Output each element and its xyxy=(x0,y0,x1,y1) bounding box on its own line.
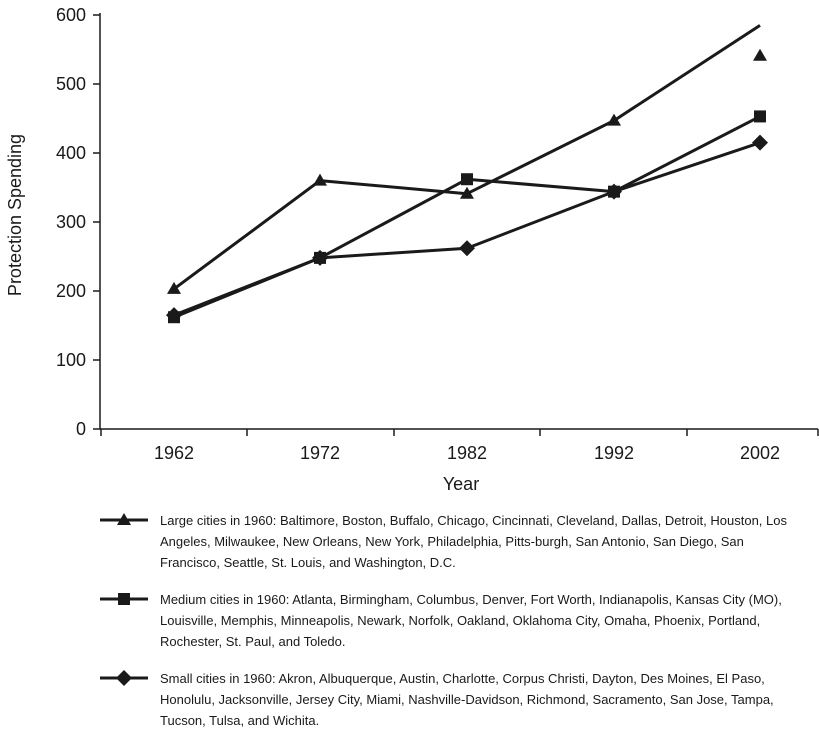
diamond-point xyxy=(752,134,768,151)
diamond-point xyxy=(166,307,182,324)
series-line-large-extension xyxy=(613,24,761,122)
legend-entry-medium: Medium cities in 1960: Atlanta, Birmingh… xyxy=(100,589,800,652)
series-medium xyxy=(168,110,766,324)
x-tick-label: 1972 xyxy=(300,443,340,463)
triangle-point xyxy=(753,48,767,61)
triangle-point xyxy=(313,173,327,186)
y-tick-label: 0 xyxy=(76,419,86,439)
legend-label-small: Small cities in 1960: Akron, Albuquerque… xyxy=(160,671,774,728)
triangle-marker-icon xyxy=(100,513,148,525)
series-large xyxy=(167,24,767,294)
y-tick-label: 600 xyxy=(56,5,86,25)
y-tick-label: 300 xyxy=(56,212,86,232)
square-marker-icon xyxy=(100,593,148,605)
x-tick-label: 1992 xyxy=(594,443,634,463)
diamond-point xyxy=(312,249,328,266)
series-layer xyxy=(166,24,768,324)
square-point xyxy=(754,110,766,123)
series-line-small xyxy=(173,141,761,317)
series-line-large xyxy=(173,119,615,291)
axes: 0 100 200 300 400 500 600 1962 1972 1982 1992 2002 xyxy=(56,5,819,463)
legend-label-large: Large cities in 1960: Baltimore, Boston,… xyxy=(160,513,787,570)
y-tick-label: 200 xyxy=(56,281,86,301)
x-tick-label: 2002 xyxy=(740,443,780,463)
diamond-point xyxy=(459,240,475,257)
y-tick-label: 100 xyxy=(56,350,86,370)
x-axis-title: Year xyxy=(443,474,479,494)
x-tick-label: 1962 xyxy=(154,443,194,463)
y-tick-label: 400 xyxy=(56,143,86,163)
series-small xyxy=(166,134,768,324)
triangle-point xyxy=(460,186,474,199)
y-axis-title: Protection Spending xyxy=(5,134,25,296)
diamond-marker-icon xyxy=(100,670,148,686)
legend-entry-large: Large cities in 1960: Baltimore, Boston,… xyxy=(100,510,800,573)
triangle-point xyxy=(167,281,181,294)
legend-label-medium: Medium cities in 1960: Atlanta, Birmingh… xyxy=(160,592,782,649)
square-point xyxy=(461,173,473,186)
legend-entry-small: Small cities in 1960: Akron, Albuquerque… xyxy=(100,668,800,731)
series-line-medium xyxy=(173,115,761,319)
triangle-point xyxy=(607,113,621,126)
diamond-point xyxy=(606,183,622,200)
legend: Large cities in 1960: Baltimore, Boston,… xyxy=(100,510,800,747)
y-tick-label: 500 xyxy=(56,74,86,94)
x-tick-label: 1982 xyxy=(447,443,487,463)
